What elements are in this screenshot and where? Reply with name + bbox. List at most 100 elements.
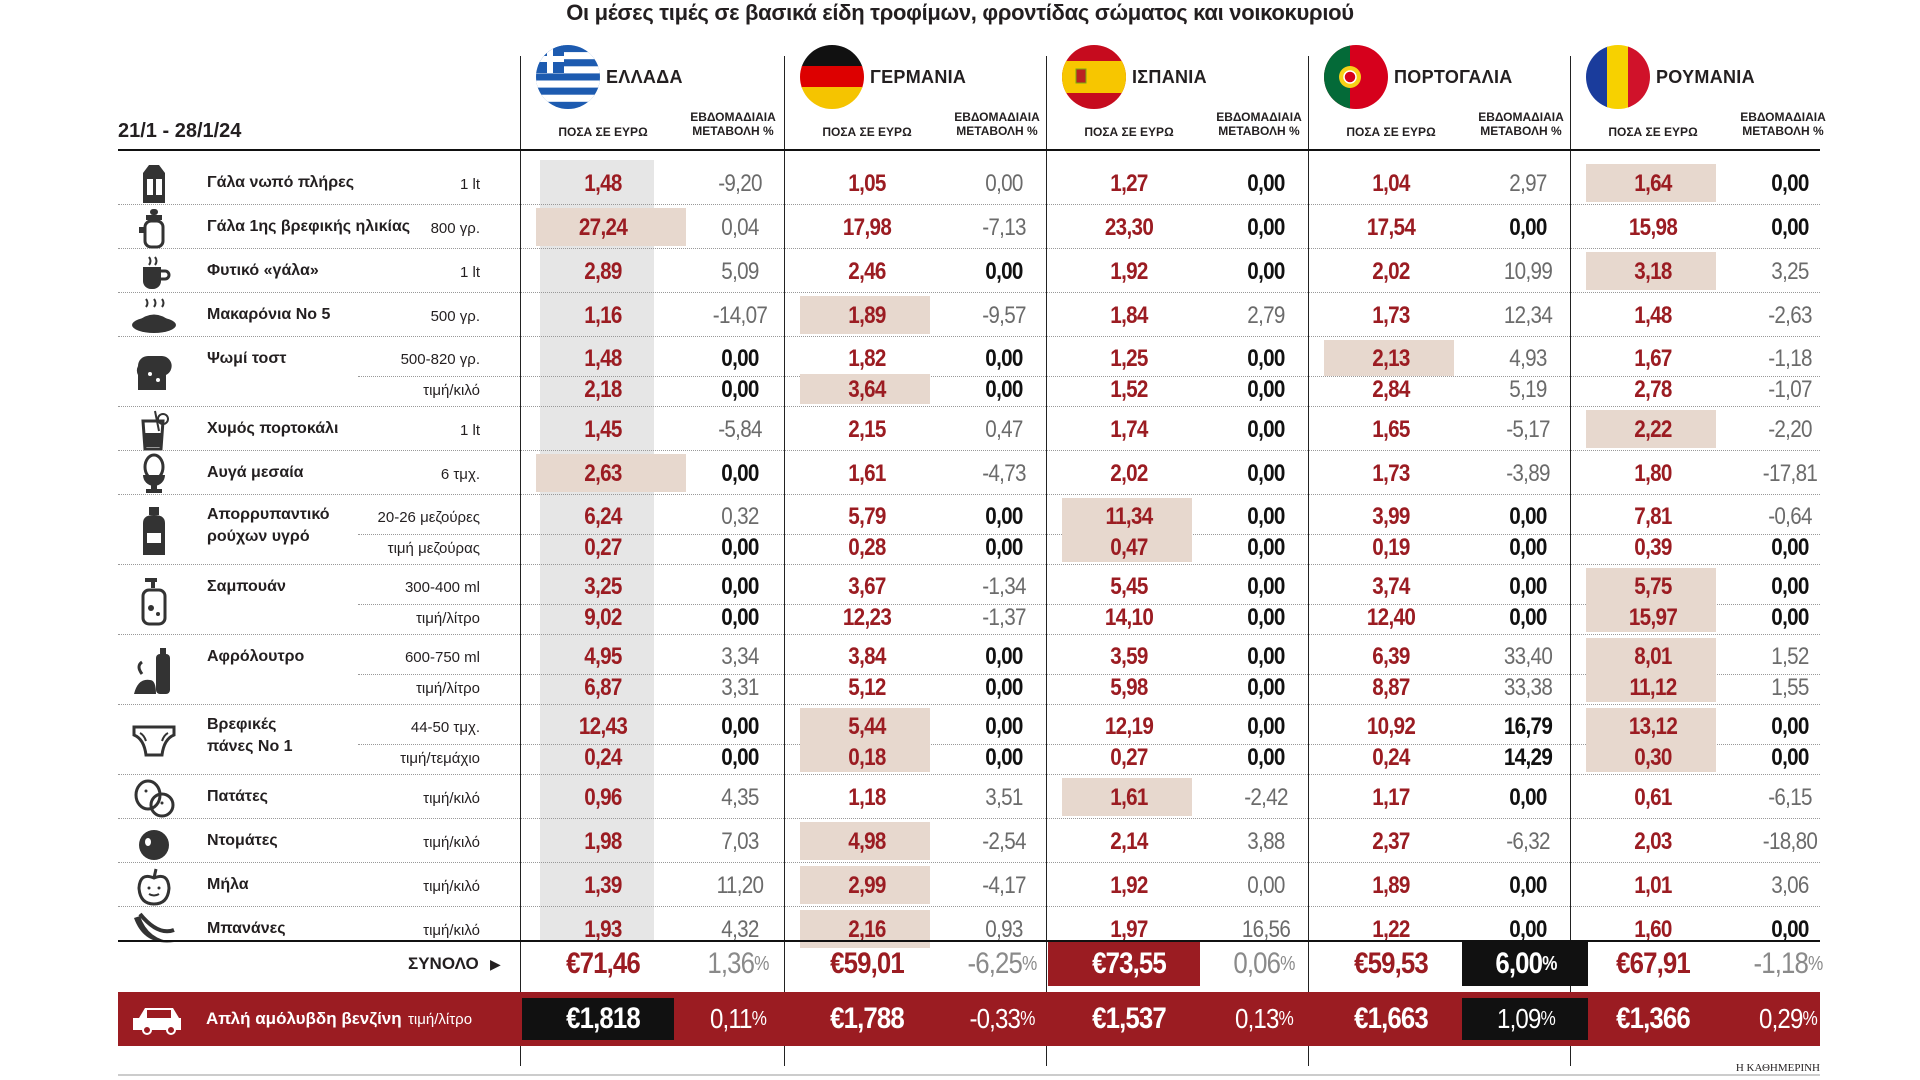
row-dotted-rule: [118, 336, 1820, 337]
price-highlight: [536, 454, 686, 492]
price-cell: 1,60: [1634, 916, 1672, 943]
product-name: Σαμπουάν: [207, 578, 286, 595]
change-cell: 0,00: [1771, 916, 1809, 943]
product-unit: τιμή/κιλό: [423, 877, 480, 895]
price-cell: 15,97: [1628, 604, 1678, 631]
price-cell: 1,74: [1110, 416, 1148, 443]
price-cell: 12,19: [1104, 713, 1154, 740]
product-unit: 1 lt: [459, 263, 480, 281]
shampoo-bottle-icon: [128, 577, 180, 626]
product-unit: 1 lt: [459, 175, 480, 193]
change-cell: 0,00: [1247, 170, 1285, 197]
price-cell: 15,98: [1628, 214, 1678, 241]
price-cell: 14,10: [1104, 604, 1154, 631]
product-unit: τιμή/λίτρο: [415, 609, 480, 627]
change-cell: 0,00: [1247, 573, 1285, 600]
product-unit: 600-750 ml: [404, 648, 480, 666]
price-cell: 2,46: [848, 258, 886, 285]
price-cell: 3,99: [1372, 503, 1410, 530]
percent-sign: %: [1280, 952, 1295, 975]
change-cell: 3,34: [721, 643, 759, 670]
product-unit: τιμή/λίτρο: [415, 679, 480, 697]
price-cell: 11,34: [1105, 503, 1153, 530]
percent-sign: %: [1022, 952, 1037, 975]
price-cell: 2,02: [1372, 258, 1410, 285]
price-cell: 5,45: [1110, 573, 1148, 600]
change-column-header-line1: ΕΒΔΟΜΑΔΙΑΙΑ: [954, 109, 1040, 124]
total-price-highlight: [1048, 942, 1200, 986]
change-cell: -0,64: [1768, 503, 1812, 530]
change-cell: 0,04: [721, 214, 759, 241]
price-cell: 0,61: [1634, 784, 1672, 811]
price-highlight: [800, 374, 930, 404]
price-cell: 2,89: [584, 258, 622, 285]
price-highlight: [536, 208, 686, 246]
price-cell: 7,81: [1634, 503, 1672, 530]
row-dotted-rule: [118, 634, 1820, 635]
change-cell: -17,81: [1762, 460, 1818, 487]
change-cell: -18,80: [1762, 828, 1818, 855]
price-highlight: [1586, 638, 1716, 674]
change-column-header-line2: ΜΕΤΑΒΟΛΗ %: [1218, 123, 1300, 138]
price-cell: 0,28: [848, 534, 886, 561]
change-cell: 3,88: [1247, 828, 1285, 855]
column-separator: [1046, 56, 1047, 1066]
change-cell: 0,00: [1247, 258, 1285, 285]
price-cell: 1,82: [848, 345, 886, 372]
price-cell: 5,12: [848, 674, 886, 701]
change-cell: 0,00: [1771, 713, 1809, 740]
change-column-header-line1: ΕΒΔΟΜΑΔΙΑΙΑ: [1478, 109, 1564, 124]
change-cell: 16,56: [1241, 916, 1291, 943]
change-cell: 3,06: [1771, 872, 1809, 899]
price-cell: 6,39: [1372, 643, 1410, 670]
price-cell: 1,92: [1110, 258, 1148, 285]
total-rule: [118, 940, 1820, 942]
total-change: -6,25%: [949, 944, 1056, 984]
price-cell: 1,98: [584, 828, 622, 855]
product-name: Γάλα νωπό πλήρες: [207, 174, 355, 191]
total-change: 1,36%: [685, 944, 792, 984]
fuel-change: 0,29%: [1735, 1000, 1842, 1038]
row-dotted-rule: [118, 494, 1820, 495]
product-unit: τιμή/κιλό: [423, 381, 480, 399]
fuel-price: €1,788: [830, 1002, 905, 1035]
row-dotted-rule: [118, 450, 1820, 451]
total-change-value: -6,25: [967, 947, 1023, 980]
country-name: ΠΟΡΤΟΓΑΛΙΑ: [1394, 66, 1513, 87]
price-cell: 1,39: [584, 872, 622, 899]
price-cell: 1,84: [1110, 302, 1148, 329]
price-cell: 12,43: [578, 713, 628, 740]
change-cell: -9,57: [982, 302, 1026, 329]
change-cell: 33,38: [1503, 674, 1553, 701]
fuel-name: Απλή αμόλυβδη βενζίνη: [206, 1009, 402, 1028]
price-cell: 1,61: [848, 460, 886, 487]
fuel-change-value: 0,29: [1759, 1003, 1803, 1034]
change-cell: -6,15: [1768, 784, 1812, 811]
change-cell: 0,00: [985, 744, 1023, 771]
change-cell: 2,79: [1247, 302, 1285, 329]
change-cell: -5,17: [1506, 416, 1550, 443]
price-cell: 6,87: [584, 674, 622, 701]
percent-sign: %: [1802, 1007, 1817, 1030]
country-name: ΓΕΡΜΑΝΙΑ: [870, 66, 967, 87]
product-name-line1: Βρεφικές: [207, 716, 277, 733]
banana-icon: [128, 906, 180, 954]
total-price: €67,91: [1616, 947, 1691, 980]
price-cell: 5,75: [1634, 573, 1672, 600]
change-cell: -2,63: [1768, 302, 1812, 329]
column-separator: [1570, 56, 1571, 1066]
row-dotted-rule: [118, 292, 1820, 293]
price-cell: 23,30: [1104, 214, 1154, 241]
percent-sign: %: [1020, 1007, 1035, 1030]
change-cell: 0,00: [1771, 604, 1809, 631]
percent-sign: %: [1540, 1007, 1555, 1030]
price-cell: 2,99: [848, 872, 886, 899]
row-dotted-rule: [118, 818, 1820, 819]
change-cell: 0,00: [1509, 784, 1547, 811]
change-cell: 0,00: [1247, 416, 1285, 443]
spain-flag: [1062, 45, 1126, 109]
price-highlight: [800, 708, 930, 744]
change-cell: 0,93: [985, 916, 1023, 943]
price-highlight: [1324, 340, 1454, 376]
egg-cup-icon: [128, 450, 180, 498]
